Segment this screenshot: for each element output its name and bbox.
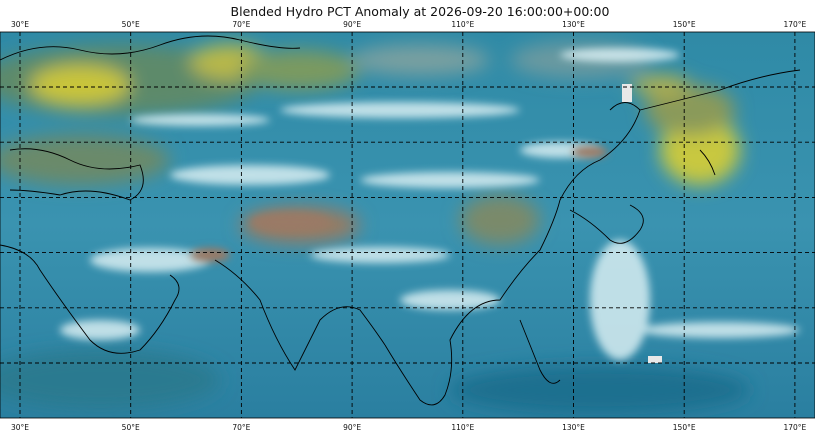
lon-label-bottom: 50°E	[122, 423, 140, 432]
lon-label-bottom: 90°E	[343, 423, 361, 432]
anomaly-field	[0, 32, 815, 418]
lon-label-top: 110°E	[451, 20, 474, 29]
lon-label-bottom: 170°E	[783, 423, 806, 432]
lon-label-top: 90°E	[343, 20, 361, 29]
lon-label-bottom: 30°E	[11, 423, 29, 432]
lon-label-top: 50°E	[122, 20, 140, 29]
lon-label-bottom: 150°E	[673, 423, 696, 432]
lon-label-bottom: 70°E	[232, 423, 250, 432]
map-frame	[0, 31, 815, 419]
lon-label-bottom: 130°E	[562, 423, 585, 432]
graticule	[0, 32, 815, 418]
lon-label-top: 30°E	[11, 20, 29, 29]
lon-label-top: 170°E	[783, 20, 806, 29]
lon-label-top: 130°E	[562, 20, 585, 29]
map-title: Blended Hydro PCT Anomaly at 2026-09-20 …	[231, 4, 610, 19]
lon-label-top: 150°E	[673, 20, 696, 29]
lon-label-top: 70°E	[232, 20, 250, 29]
coastlines	[0, 35, 801, 406]
lon-label-bottom: 110°E	[451, 423, 474, 432]
